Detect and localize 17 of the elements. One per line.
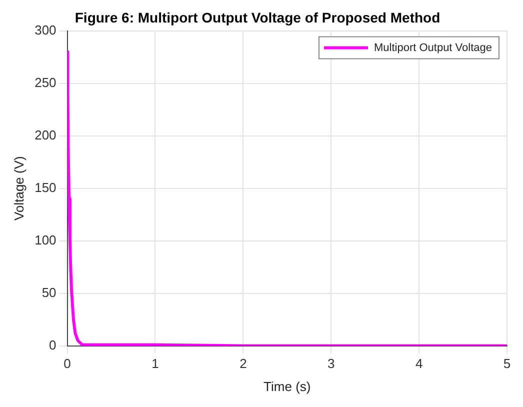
legend-label: Multiport Output Voltage [374,42,492,54]
y-tick-label: 200 [34,127,56,142]
x-tick-label: 0 [64,356,71,372]
y-tick-label: 250 [34,74,56,90]
y-tick-label: 0 [49,337,56,352]
y-tick-label: 100 [34,232,56,248]
x-tick-label: 1 [152,356,159,372]
x-tick-label: 2 [240,356,247,372]
y-axis-title: Voltage (V) [11,156,26,220]
x-tick-label: 5 [503,356,511,372]
y-tick-label: 150 [34,180,56,195]
y-tick-label: 300 [34,22,56,38]
y-tick-label: 50 [42,284,56,300]
x-tick-label: 4 [415,356,423,372]
chart-title: Figure 6: Multiport Output Voltage of Proposed Method [74,9,440,26]
x-axis-title: Time (s) [264,378,311,394]
x-tick-label: 3 [328,356,335,372]
